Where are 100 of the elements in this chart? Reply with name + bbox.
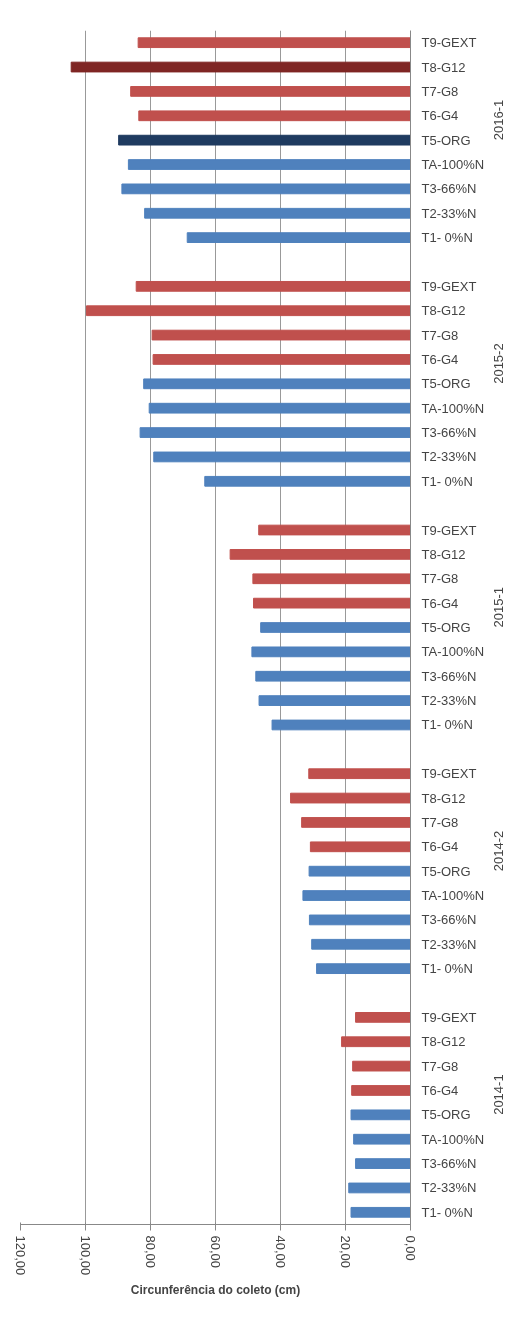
bar <box>135 280 411 292</box>
y-tick-label: T2-33%N <box>421 693 477 709</box>
y-tick-label: T2-33%N <box>421 205 477 221</box>
bar <box>341 1036 411 1048</box>
x-axis-title: Circunferência do coleto (cm) <box>130 1283 301 1298</box>
y-tick-label: T7-G8 <box>421 327 459 343</box>
x-tick-label: 80,00 <box>143 1235 158 1269</box>
y-tick-label: T9-GEXT <box>421 1009 477 1025</box>
bar <box>143 378 411 390</box>
y-tick-label: T2-33%N <box>421 1180 477 1196</box>
bar <box>85 305 411 317</box>
bar <box>301 817 411 828</box>
y-tick-label: TA-100%N <box>421 157 485 173</box>
y-tick-label: T6-G4 <box>421 839 459 855</box>
y-tick-label: T5-ORG <box>421 376 471 392</box>
y-tick-label: T7-G8 <box>421 83 459 99</box>
bar <box>355 1158 411 1169</box>
y-tick-label: T6-G4 <box>421 1082 459 1098</box>
bar <box>353 1133 411 1145</box>
bar <box>144 207 411 219</box>
y-tick-label: T1- 0%N <box>421 1204 473 1220</box>
y-tick-label: TA-100%N <box>421 1131 485 1147</box>
y-tick-label: T9-GEXT <box>421 35 477 51</box>
bar <box>352 1060 411 1072</box>
y-tick-label: T6-G4 <box>421 595 459 611</box>
y-tick-label: T8-G12 <box>421 1034 466 1050</box>
bar <box>260 622 411 633</box>
bar <box>308 865 411 877</box>
bar <box>153 451 411 463</box>
bar <box>252 573 411 585</box>
text: 2014-1 <box>491 1074 506 1115</box>
bar <box>70 61 411 73</box>
bar <box>308 914 411 926</box>
bar <box>302 890 411 901</box>
x-tick-label: 100,00 <box>78 1235 93 1276</box>
bar <box>348 1182 411 1194</box>
y-tick-label: T3-66%N <box>421 1156 477 1172</box>
y-tick-label: T8-G12 <box>421 790 466 806</box>
bar <box>355 1012 411 1023</box>
y-tick-label: T1- 0%N <box>421 961 473 977</box>
y-tick-label: T2-33%N <box>421 936 477 952</box>
x-tick-label: 20,00 <box>338 1235 353 1269</box>
text: 2016-1 <box>491 99 506 141</box>
y-tick-label: T5-ORG <box>421 863 471 879</box>
y-tick-label: T5-ORG <box>421 620 471 635</box>
x-tick-label: 60,00 <box>208 1235 223 1269</box>
bar <box>311 938 411 950</box>
y-tick-label: T9-GEXT <box>421 278 477 294</box>
bar <box>251 646 411 658</box>
bar <box>350 1109 411 1121</box>
y-tick-label: T7-G8 <box>421 571 459 587</box>
bar <box>137 37 411 49</box>
bar <box>151 329 411 341</box>
y-tick-label: T3-66%N <box>421 181 477 197</box>
x-tick-label: 40,00 <box>273 1235 288 1269</box>
y-tick-label: T1- 0%N <box>421 473 473 489</box>
y-tick-label: T5-ORG <box>421 132 471 148</box>
bar <box>186 232 411 243</box>
y-tick-label: T3-66%N <box>421 912 477 928</box>
bar <box>258 695 411 706</box>
bar <box>255 670 411 682</box>
bar <box>229 549 411 560</box>
bar <box>130 86 411 97</box>
y-tick-label: T8-G12 <box>421 303 466 319</box>
bar <box>316 963 411 975</box>
y-tick-label: T3-66%N <box>421 425 477 441</box>
text: 2015-1 <box>491 587 506 628</box>
bar <box>118 134 411 146</box>
y-tick-label: T9-GEXT <box>421 522 477 538</box>
y-tick-label: T7-G8 <box>421 1058 459 1074</box>
y-tick-label: TA-100%N <box>421 888 485 904</box>
bar <box>351 1085 411 1096</box>
y-tick-label: TA-100%N <box>421 400 485 416</box>
y-tick-label: TA-100%N <box>421 644 485 660</box>
bar <box>139 427 411 438</box>
bar <box>204 475 411 487</box>
bar <box>308 768 411 780</box>
bar <box>148 402 411 414</box>
y-tick-label: T9-GEXT <box>421 766 477 782</box>
y-tick-label: T3-66%N <box>421 668 477 684</box>
y-tick-label: T5-ORG <box>421 1107 471 1123</box>
bar <box>350 1206 411 1218</box>
y-tick-label: T6-G4 <box>421 351 459 367</box>
bar <box>253 597 411 609</box>
bar <box>258 524 411 536</box>
bar <box>309 841 411 853</box>
y-tick-label: T1- 0%N <box>421 230 473 246</box>
y-tick-label: T8-G12 <box>421 59 466 75</box>
y-tick-label: T6-G4 <box>421 108 459 124</box>
bar <box>152 354 411 365</box>
y-tick-label: T2-33%N <box>421 449 477 465</box>
y-tick-label: T1- 0%N <box>421 717 473 733</box>
bar <box>127 159 411 170</box>
bar <box>138 110 411 122</box>
x-tick-label: 0,00 <box>403 1235 418 1261</box>
bar <box>121 183 411 195</box>
bar <box>271 719 411 731</box>
text: 2015-2 <box>491 343 506 384</box>
bar <box>290 792 411 804</box>
x-tick-label: 120,00 <box>13 1235 28 1276</box>
